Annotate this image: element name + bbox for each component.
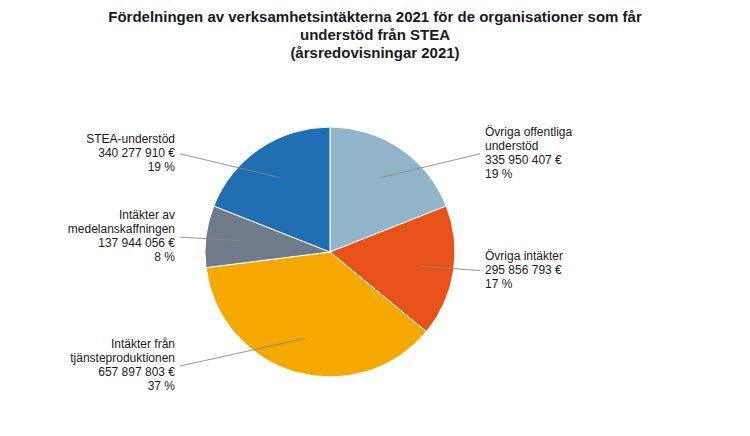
leader-line — [419, 266, 480, 270]
background — [0, 0, 750, 436]
slice-label: Övriga intäkter295 856 793 €17 % — [485, 249, 563, 291]
leader-line — [381, 154, 480, 178]
slice-label: Intäkter avmedelanskaffningen137 944 056… — [68, 208, 176, 264]
slice — [214, 127, 330, 252]
leader-lines — [180, 154, 480, 366]
title: Fördelningen av verksamhetsintäkterna 20… — [108, 8, 642, 61]
leader-line — [180, 237, 241, 241]
leader-line — [180, 338, 305, 366]
slice-label: Intäkter fråntjänsteproduktionen657 897 … — [70, 337, 175, 393]
leader-line — [180, 154, 279, 178]
chart: Fördelningen av verksamhetsintäkterna 20… — [0, 0, 750, 436]
chart-container: Fördelningen av verksamhetsintäkterna 20… — [0, 0, 750, 436]
slice — [206, 252, 426, 377]
slices — [205, 127, 455, 377]
slice-label: STEA-understöd340 277 910 €19 % — [86, 132, 175, 174]
labels: Övriga offentligaunderstöd335 950 407 €1… — [68, 125, 573, 393]
slice-label: Övriga offentligaunderstöd335 950 407 €1… — [485, 125, 572, 181]
